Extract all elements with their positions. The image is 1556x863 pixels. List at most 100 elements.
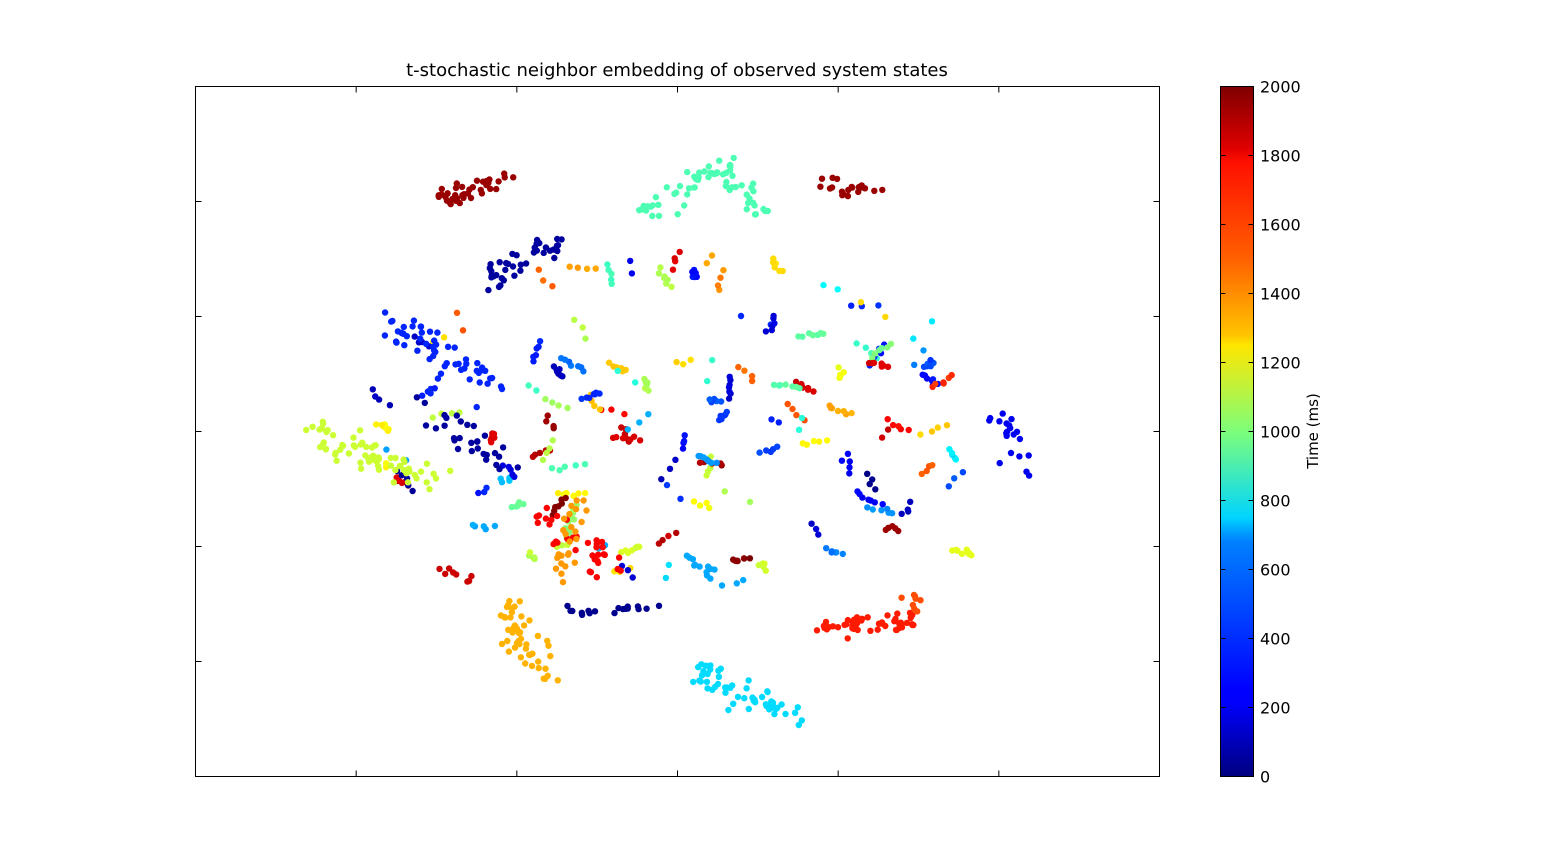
data-point xyxy=(516,598,523,605)
data-point xyxy=(573,535,580,543)
data-point xyxy=(390,479,397,486)
data-point xyxy=(703,260,710,267)
data-point xyxy=(844,635,851,642)
data-point xyxy=(596,406,604,413)
data-point xyxy=(540,249,547,257)
data-point xyxy=(815,531,822,538)
data-point xyxy=(599,544,606,551)
data-point xyxy=(566,538,573,545)
data-point xyxy=(534,519,541,526)
data-point xyxy=(526,617,533,624)
data-point xyxy=(535,266,542,273)
data-point xyxy=(681,202,688,209)
data-point xyxy=(533,513,540,520)
data-point xyxy=(552,538,560,545)
data-point xyxy=(431,385,438,392)
data-point xyxy=(952,546,960,554)
data-point xyxy=(530,358,537,365)
data-point xyxy=(771,320,778,327)
data-point xyxy=(432,475,440,482)
data-point xyxy=(774,443,781,450)
data-point xyxy=(497,383,505,390)
data-point xyxy=(375,455,383,462)
data-point xyxy=(965,548,972,556)
data-point xyxy=(414,347,421,354)
data-point xyxy=(423,460,431,467)
colorbar-tick-label: 1800 xyxy=(1260,147,1301,166)
data-point xyxy=(725,706,732,714)
data-point xyxy=(554,490,562,497)
data-point xyxy=(443,360,450,367)
data-point xyxy=(869,506,876,513)
data-point xyxy=(791,709,799,716)
data-point xyxy=(473,177,481,184)
data-point xyxy=(593,544,600,551)
data-point xyxy=(853,620,861,627)
data-point xyxy=(513,625,521,632)
data-point xyxy=(907,614,914,621)
data-point xyxy=(818,175,826,182)
data-point xyxy=(499,444,507,451)
data-point xyxy=(820,330,827,337)
data-point xyxy=(496,259,503,266)
data-point xyxy=(624,426,631,433)
data-point xyxy=(738,182,745,189)
data-point xyxy=(357,465,365,472)
data-point xyxy=(459,327,467,334)
scatter-points xyxy=(303,154,1033,729)
data-point xyxy=(572,528,579,535)
data-point xyxy=(544,637,551,645)
data-point xyxy=(834,624,842,631)
data-point xyxy=(858,615,866,622)
data-point xyxy=(345,450,353,457)
data-point xyxy=(903,619,911,627)
data-point xyxy=(927,356,934,364)
data-point xyxy=(655,201,662,208)
data-point xyxy=(495,283,503,291)
data-point xyxy=(468,439,475,446)
data-point xyxy=(551,246,559,253)
data-point xyxy=(958,550,966,557)
data-point xyxy=(491,522,499,530)
data-point xyxy=(882,313,889,321)
data-point xyxy=(383,446,390,453)
data-point xyxy=(375,466,383,473)
data-point xyxy=(468,447,475,455)
data-point xyxy=(854,626,861,634)
data-point xyxy=(665,532,672,540)
data-point xyxy=(356,427,364,434)
data-point xyxy=(714,680,722,688)
data-point xyxy=(846,458,853,465)
data-point xyxy=(726,373,733,380)
data-point xyxy=(647,203,654,210)
data-point xyxy=(458,183,466,191)
data-point xyxy=(729,172,736,179)
data-point xyxy=(451,437,458,444)
colorbar-tick-label: 1400 xyxy=(1260,285,1301,304)
data-point xyxy=(652,194,660,201)
data-point xyxy=(1016,453,1023,460)
data-point xyxy=(674,211,681,218)
data-point xyxy=(572,462,579,469)
data-point xyxy=(840,369,847,376)
data-point xyxy=(568,523,575,531)
data-point xyxy=(910,335,917,342)
data-point xyxy=(401,342,408,349)
data-point xyxy=(586,394,593,402)
data-point xyxy=(663,481,671,489)
data-point xyxy=(536,338,544,345)
data-point xyxy=(469,184,476,191)
data-point xyxy=(466,376,473,383)
data-point xyxy=(474,445,481,452)
data-point xyxy=(542,515,550,522)
data-point xyxy=(400,467,408,474)
data-point xyxy=(453,180,460,187)
data-point xyxy=(593,574,600,581)
data-point xyxy=(677,495,684,502)
data-point xyxy=(515,499,523,506)
data-point xyxy=(641,375,648,383)
data-point xyxy=(483,177,490,185)
data-point xyxy=(562,563,569,570)
data-point xyxy=(756,449,763,456)
